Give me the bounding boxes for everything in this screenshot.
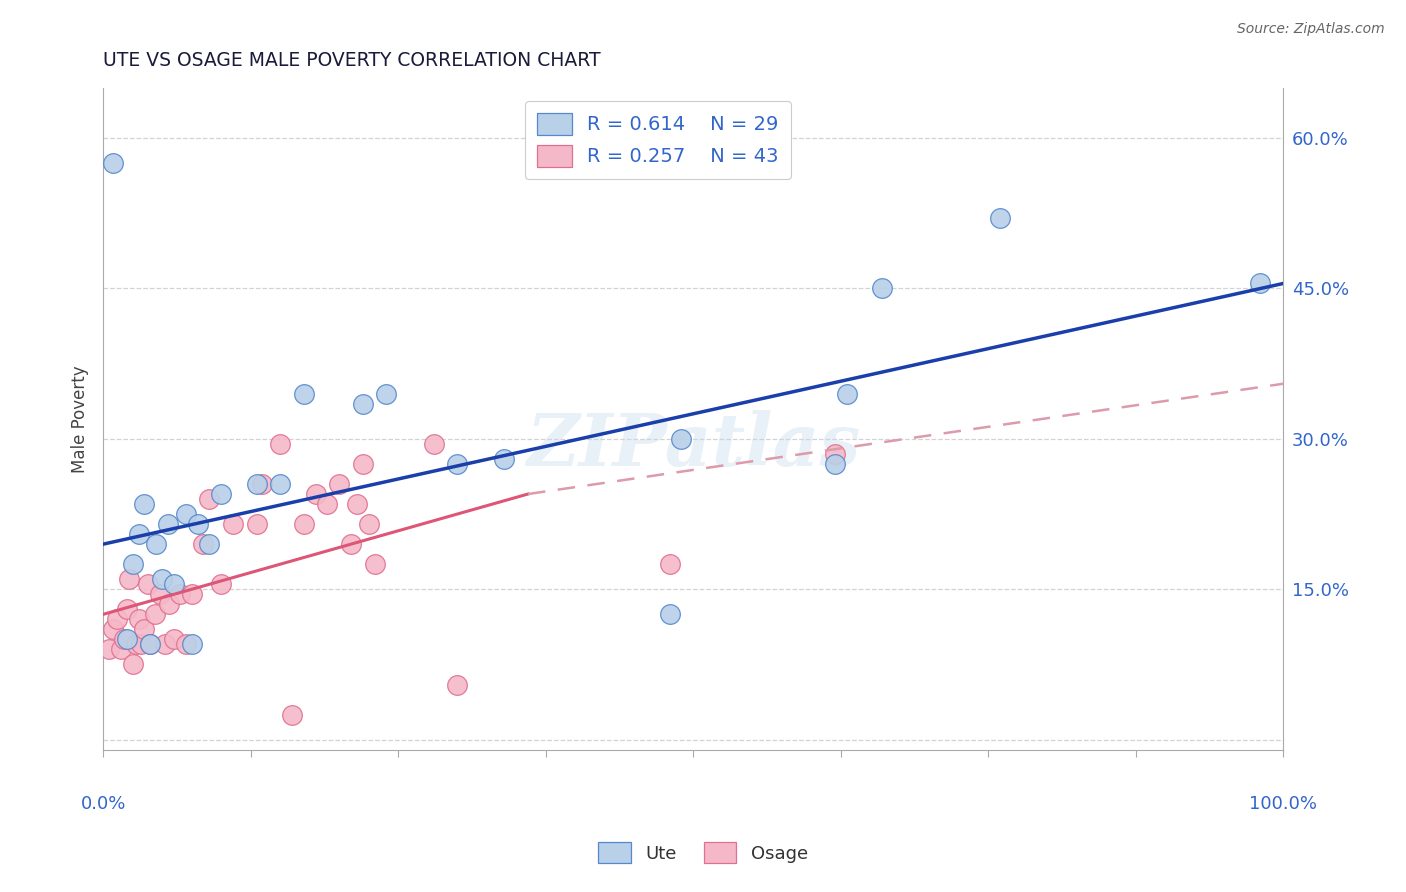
Point xyxy=(209,487,232,501)
Point xyxy=(245,517,267,532)
Point xyxy=(352,397,374,411)
Point xyxy=(422,437,444,451)
Point xyxy=(101,156,124,170)
Point xyxy=(328,477,350,491)
Point xyxy=(658,607,681,622)
Point xyxy=(658,558,681,572)
Point xyxy=(101,623,124,637)
Text: ZIPatlas: ZIPatlas xyxy=(526,409,860,481)
Point xyxy=(340,537,363,551)
Point xyxy=(269,477,291,491)
Point xyxy=(198,491,221,506)
Y-axis label: Male Poverty: Male Poverty xyxy=(72,365,89,473)
Legend: Ute, Osage: Ute, Osage xyxy=(589,833,817,872)
Point xyxy=(121,558,143,572)
Text: 100.0%: 100.0% xyxy=(1250,795,1317,813)
Point xyxy=(149,587,172,601)
Point xyxy=(357,517,380,532)
Text: 0.0%: 0.0% xyxy=(80,795,125,813)
Point xyxy=(446,677,468,691)
Point xyxy=(292,517,315,532)
Point xyxy=(174,637,197,651)
Point xyxy=(163,632,186,647)
Point xyxy=(316,497,339,511)
Point xyxy=(346,497,368,511)
Point xyxy=(174,507,197,521)
Point xyxy=(824,457,846,471)
Point xyxy=(198,537,221,551)
Point xyxy=(118,572,141,586)
Point xyxy=(988,211,1011,226)
Point xyxy=(446,457,468,471)
Point xyxy=(870,281,893,295)
Point xyxy=(157,517,180,532)
Point xyxy=(671,432,693,446)
Point xyxy=(193,537,215,551)
Point xyxy=(129,637,152,651)
Point xyxy=(98,642,121,657)
Point xyxy=(304,487,326,501)
Point xyxy=(153,637,176,651)
Point xyxy=(134,497,156,511)
Point xyxy=(375,386,398,401)
Point xyxy=(163,577,186,591)
Point xyxy=(121,657,143,672)
Point xyxy=(128,527,150,541)
Point xyxy=(824,447,846,461)
Point xyxy=(169,587,191,601)
Point xyxy=(269,437,291,451)
Point xyxy=(835,386,858,401)
Point xyxy=(139,637,162,651)
Point xyxy=(115,602,138,616)
Point xyxy=(187,517,209,532)
Point xyxy=(157,597,180,611)
Point xyxy=(222,517,245,532)
Point xyxy=(209,577,232,591)
Point xyxy=(180,587,202,601)
Point xyxy=(145,537,167,551)
Point xyxy=(105,612,128,626)
Point xyxy=(150,572,173,586)
Point xyxy=(115,632,138,647)
Point xyxy=(245,477,267,491)
Point xyxy=(352,457,374,471)
Point xyxy=(281,707,304,722)
Point xyxy=(134,623,156,637)
Point xyxy=(180,637,202,651)
Point xyxy=(112,632,135,647)
Point xyxy=(494,451,516,466)
Point xyxy=(292,386,315,401)
Point xyxy=(139,637,162,651)
Point xyxy=(110,642,132,657)
Text: UTE VS OSAGE MALE POVERTY CORRELATION CHART: UTE VS OSAGE MALE POVERTY CORRELATION CH… xyxy=(103,51,600,70)
Point xyxy=(363,558,385,572)
Legend: R = 0.614    N = 29, R = 0.257    N = 43: R = 0.614 N = 29, R = 0.257 N = 43 xyxy=(526,101,790,179)
Point xyxy=(128,612,150,626)
Point xyxy=(252,477,274,491)
Point xyxy=(136,577,159,591)
Point xyxy=(143,607,166,622)
Point xyxy=(1249,277,1271,291)
Point xyxy=(125,637,148,651)
Text: Source: ZipAtlas.com: Source: ZipAtlas.com xyxy=(1237,22,1385,37)
